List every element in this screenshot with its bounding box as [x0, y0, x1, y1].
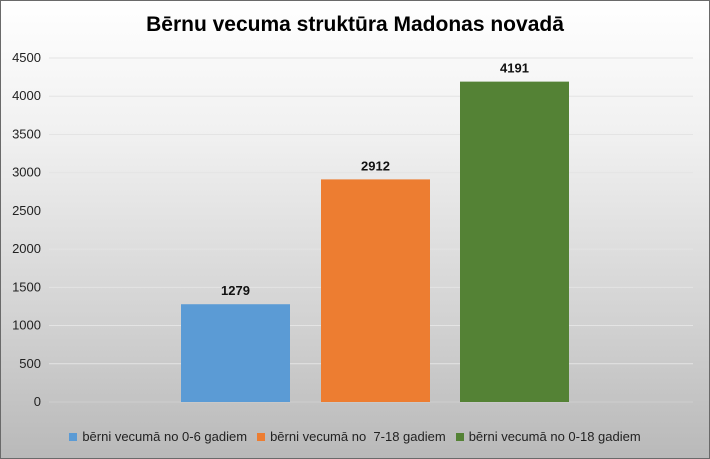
y-axis-ticks: 0 500 1000 1500 2000 2500 3000 3500 4000 4500 — [12, 50, 41, 409]
data-label-2: 2912 — [361, 158, 390, 173]
y-tick-label: 3000 — [12, 165, 41, 180]
legend-label: bērni vecumā no 0-6 gadiem — [82, 429, 248, 444]
legend: bērni vecumā no 0-6 gadiem bērni vecumā n… — [1, 429, 709, 444]
legend-item-3: bērni vecumā no 0-18 gadiem — [455, 429, 641, 444]
bar-3 — [460, 81, 569, 402]
legend-swatch — [257, 432, 266, 441]
y-tick-label: 1000 — [12, 318, 41, 333]
legend-label: bērni vecumā no 0-18 gadiem — [468, 429, 641, 444]
chart-title: Bērnu vecuma struktūra Madonas novadā — [146, 13, 564, 36]
data-label-3: 4191 — [500, 61, 529, 76]
y-tick-label: 0 — [34, 394, 41, 409]
bars — [181, 81, 569, 402]
data-labels: 1279 2912 4191 — [221, 61, 529, 299]
legend-label: bērni vecumā no 7-18 gadiem — [270, 429, 446, 444]
legend-swatch — [455, 432, 464, 441]
y-tick-label: 2000 — [12, 241, 41, 256]
legend-swatch — [69, 432, 78, 441]
legend-item-2: bērni vecumā no 7-18 gadiem — [257, 429, 446, 444]
bar-1 — [181, 304, 290, 402]
bar-2 — [321, 179, 430, 402]
y-tick-label: 500 — [19, 356, 41, 371]
data-label-1: 1279 — [221, 283, 250, 298]
y-tick-label: 1500 — [12, 279, 41, 294]
legend-item-1: bērni vecumā no 0-6 gadiem — [69, 429, 247, 444]
y-tick-label: 4500 — [12, 50, 41, 65]
y-tick-label: 3500 — [12, 126, 41, 141]
y-tick-label: 4000 — [12, 88, 41, 103]
y-tick-label: 2500 — [12, 203, 41, 218]
